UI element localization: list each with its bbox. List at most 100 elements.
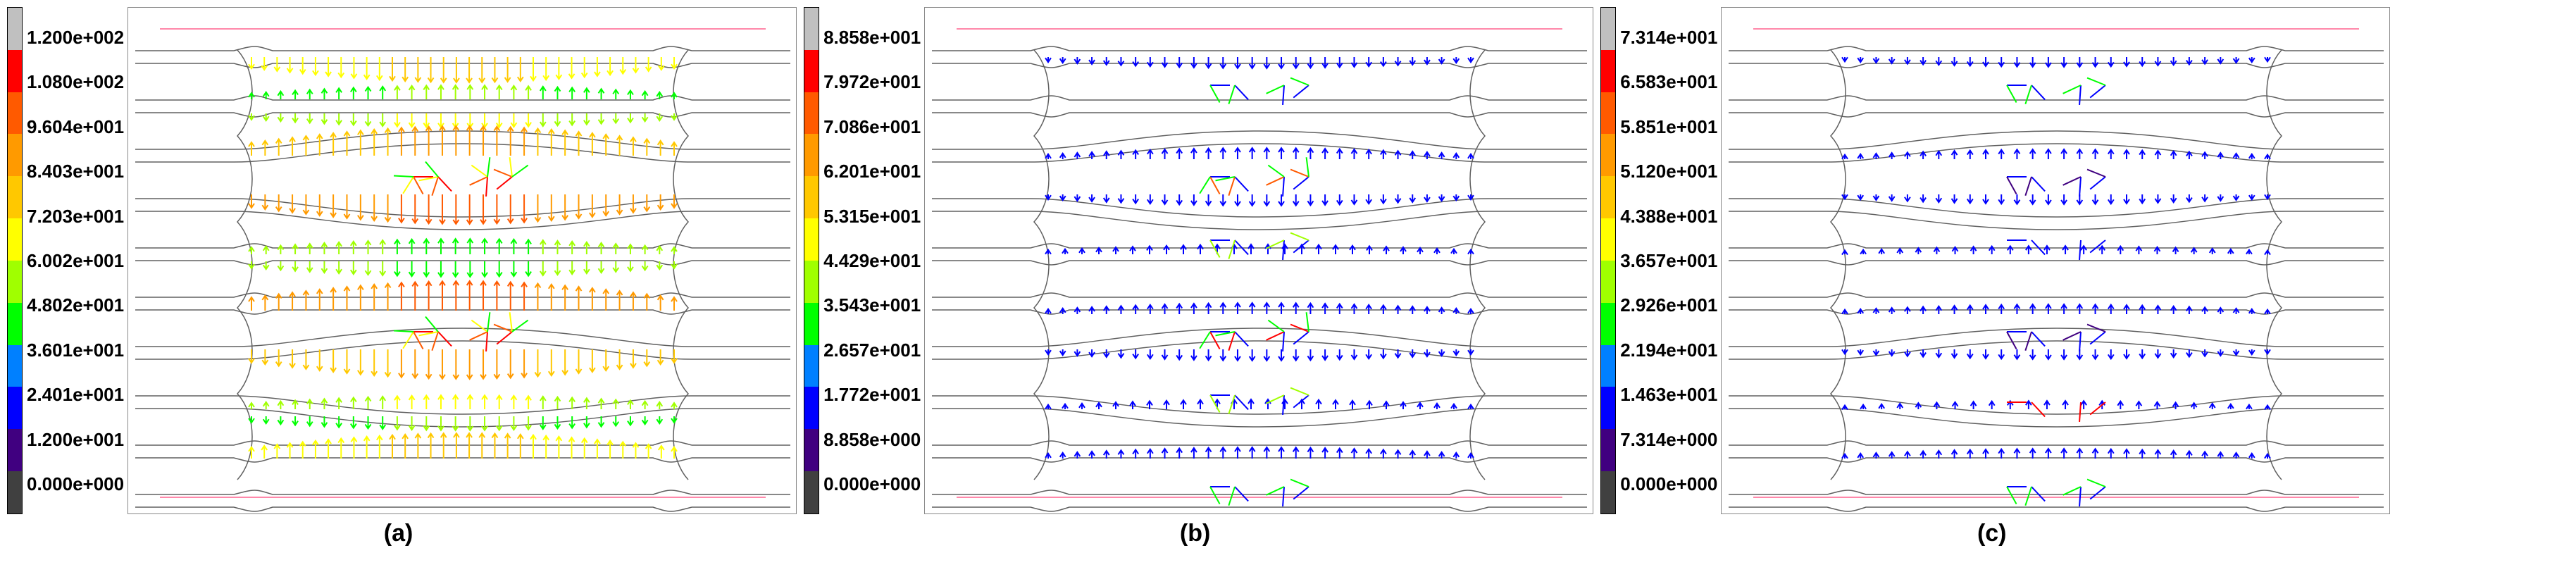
force-arrow bbox=[330, 194, 336, 217]
force-arrow bbox=[1967, 450, 1973, 459]
force-arrow bbox=[1133, 349, 1138, 359]
hotspot-arrow bbox=[1283, 332, 1284, 351]
force-arrow bbox=[1453, 349, 1459, 355]
force-arrow bbox=[1905, 307, 1910, 314]
force-arrow bbox=[249, 403, 254, 409]
force-arrow bbox=[2124, 449, 2129, 459]
force-arrow bbox=[1468, 250, 1474, 254]
force-arrow bbox=[2093, 57, 2098, 67]
colorbar-label: 7.086e+001 bbox=[823, 118, 921, 136]
force-arrow bbox=[1936, 151, 1942, 159]
hotspot-arrow bbox=[2063, 85, 2081, 94]
force-arrow bbox=[322, 243, 328, 254]
panel-b: 8.858e+0017.972e+0017.086e+0016.201e+001… bbox=[797, 0, 1593, 579]
force-arrow bbox=[540, 261, 546, 275]
force-arrow bbox=[364, 437, 370, 459]
force-arrow bbox=[351, 57, 357, 78]
force-arrow bbox=[2249, 349, 2255, 354]
colorbar-swatch bbox=[804, 92, 819, 135]
force-arrow bbox=[595, 57, 600, 76]
plate-outline bbox=[932, 199, 1587, 230]
force-arrow bbox=[518, 57, 523, 81]
force-arrow bbox=[595, 440, 600, 459]
force-arrow bbox=[1453, 194, 1459, 200]
plate-outline bbox=[932, 131, 1587, 162]
force-arrow bbox=[330, 288, 336, 311]
force-arrow bbox=[1916, 248, 1922, 254]
force-arrow bbox=[1920, 194, 1926, 202]
force-arrow bbox=[1842, 406, 1848, 410]
force-arrow bbox=[497, 261, 502, 277]
force-arrow bbox=[2171, 349, 2177, 357]
plate-outline bbox=[932, 293, 1587, 314]
force-arrow bbox=[351, 261, 356, 274]
force-arrow bbox=[278, 416, 283, 424]
force-arrow bbox=[2046, 349, 2051, 359]
force-arrow bbox=[497, 113, 502, 127]
force-arrow bbox=[646, 57, 652, 71]
force-arrow bbox=[1898, 249, 1903, 254]
force-arrow bbox=[2077, 149, 2083, 159]
colorbar-label: 7.314e+001 bbox=[1620, 28, 1717, 46]
force-arrow bbox=[380, 416, 385, 429]
hotspot-arrow bbox=[471, 320, 487, 332]
force-arrow bbox=[482, 395, 487, 409]
force-arrow bbox=[1410, 306, 1415, 314]
force-arrow bbox=[482, 113, 487, 127]
force-arrow bbox=[671, 261, 677, 268]
force-arrow bbox=[521, 282, 527, 311]
colorbar-label: 2.926e+001 bbox=[1620, 296, 1717, 314]
force-arrow bbox=[1264, 447, 1270, 459]
force-arrow bbox=[249, 261, 254, 268]
force-arrow bbox=[1162, 304, 1168, 314]
force-arrow bbox=[1079, 404, 1085, 409]
force-arrow bbox=[263, 416, 269, 423]
force-arrow bbox=[1119, 450, 1124, 459]
force-arrow bbox=[1395, 57, 1401, 66]
force-arrow bbox=[292, 400, 298, 409]
force-arrow bbox=[1860, 405, 1866, 409]
force-arrow bbox=[543, 436, 549, 459]
force-arrow bbox=[543, 57, 549, 80]
force-arrow bbox=[1096, 403, 1102, 409]
force-arrow bbox=[492, 57, 498, 82]
force-arrow bbox=[1468, 405, 1474, 409]
force-arrow bbox=[1337, 149, 1343, 159]
force-arrow bbox=[371, 130, 377, 156]
force-arrow bbox=[1366, 57, 1371, 66]
force-arrow bbox=[307, 261, 313, 272]
force-arrow bbox=[2136, 401, 2142, 409]
force-arrow bbox=[2249, 454, 2255, 459]
force-arrow bbox=[482, 239, 487, 254]
force-arrow bbox=[2249, 309, 2255, 314]
force-arrow bbox=[1147, 349, 1153, 359]
force-arrow bbox=[480, 281, 486, 311]
force-arrow bbox=[480, 194, 486, 224]
plate-outline bbox=[932, 490, 1587, 511]
hotspot-arrow bbox=[2079, 240, 2081, 260]
force-arrow bbox=[479, 433, 485, 459]
force-arrow bbox=[274, 444, 280, 459]
force-arrow bbox=[366, 261, 371, 275]
force-arrow bbox=[2228, 249, 2234, 254]
hotspot-arrow bbox=[1267, 332, 1284, 340]
force-arrow bbox=[1337, 349, 1343, 359]
hotspot-arrow bbox=[1283, 177, 1284, 197]
force-arrow bbox=[1176, 194, 1182, 204]
hotspot-arrow bbox=[1267, 85, 1284, 94]
hotspot-arrow bbox=[2087, 325, 2105, 332]
force-arrow bbox=[438, 85, 444, 99]
hotspot-arrow bbox=[2079, 402, 2081, 422]
force-arrow bbox=[1147, 246, 1152, 254]
plate-outline bbox=[135, 96, 790, 117]
force-arrow bbox=[1197, 245, 1203, 254]
force-arrow bbox=[402, 435, 408, 459]
force-arrow bbox=[394, 396, 400, 409]
force-arrow bbox=[1889, 57, 1895, 63]
colorbar-label: 7.972e+001 bbox=[823, 73, 921, 91]
force-arrow bbox=[1842, 310, 1848, 314]
force-arrow bbox=[1096, 248, 1102, 254]
force-arrow bbox=[2046, 304, 2051, 314]
colorbar-label: 2.657e+001 bbox=[823, 341, 921, 359]
force-arrow bbox=[492, 434, 498, 459]
